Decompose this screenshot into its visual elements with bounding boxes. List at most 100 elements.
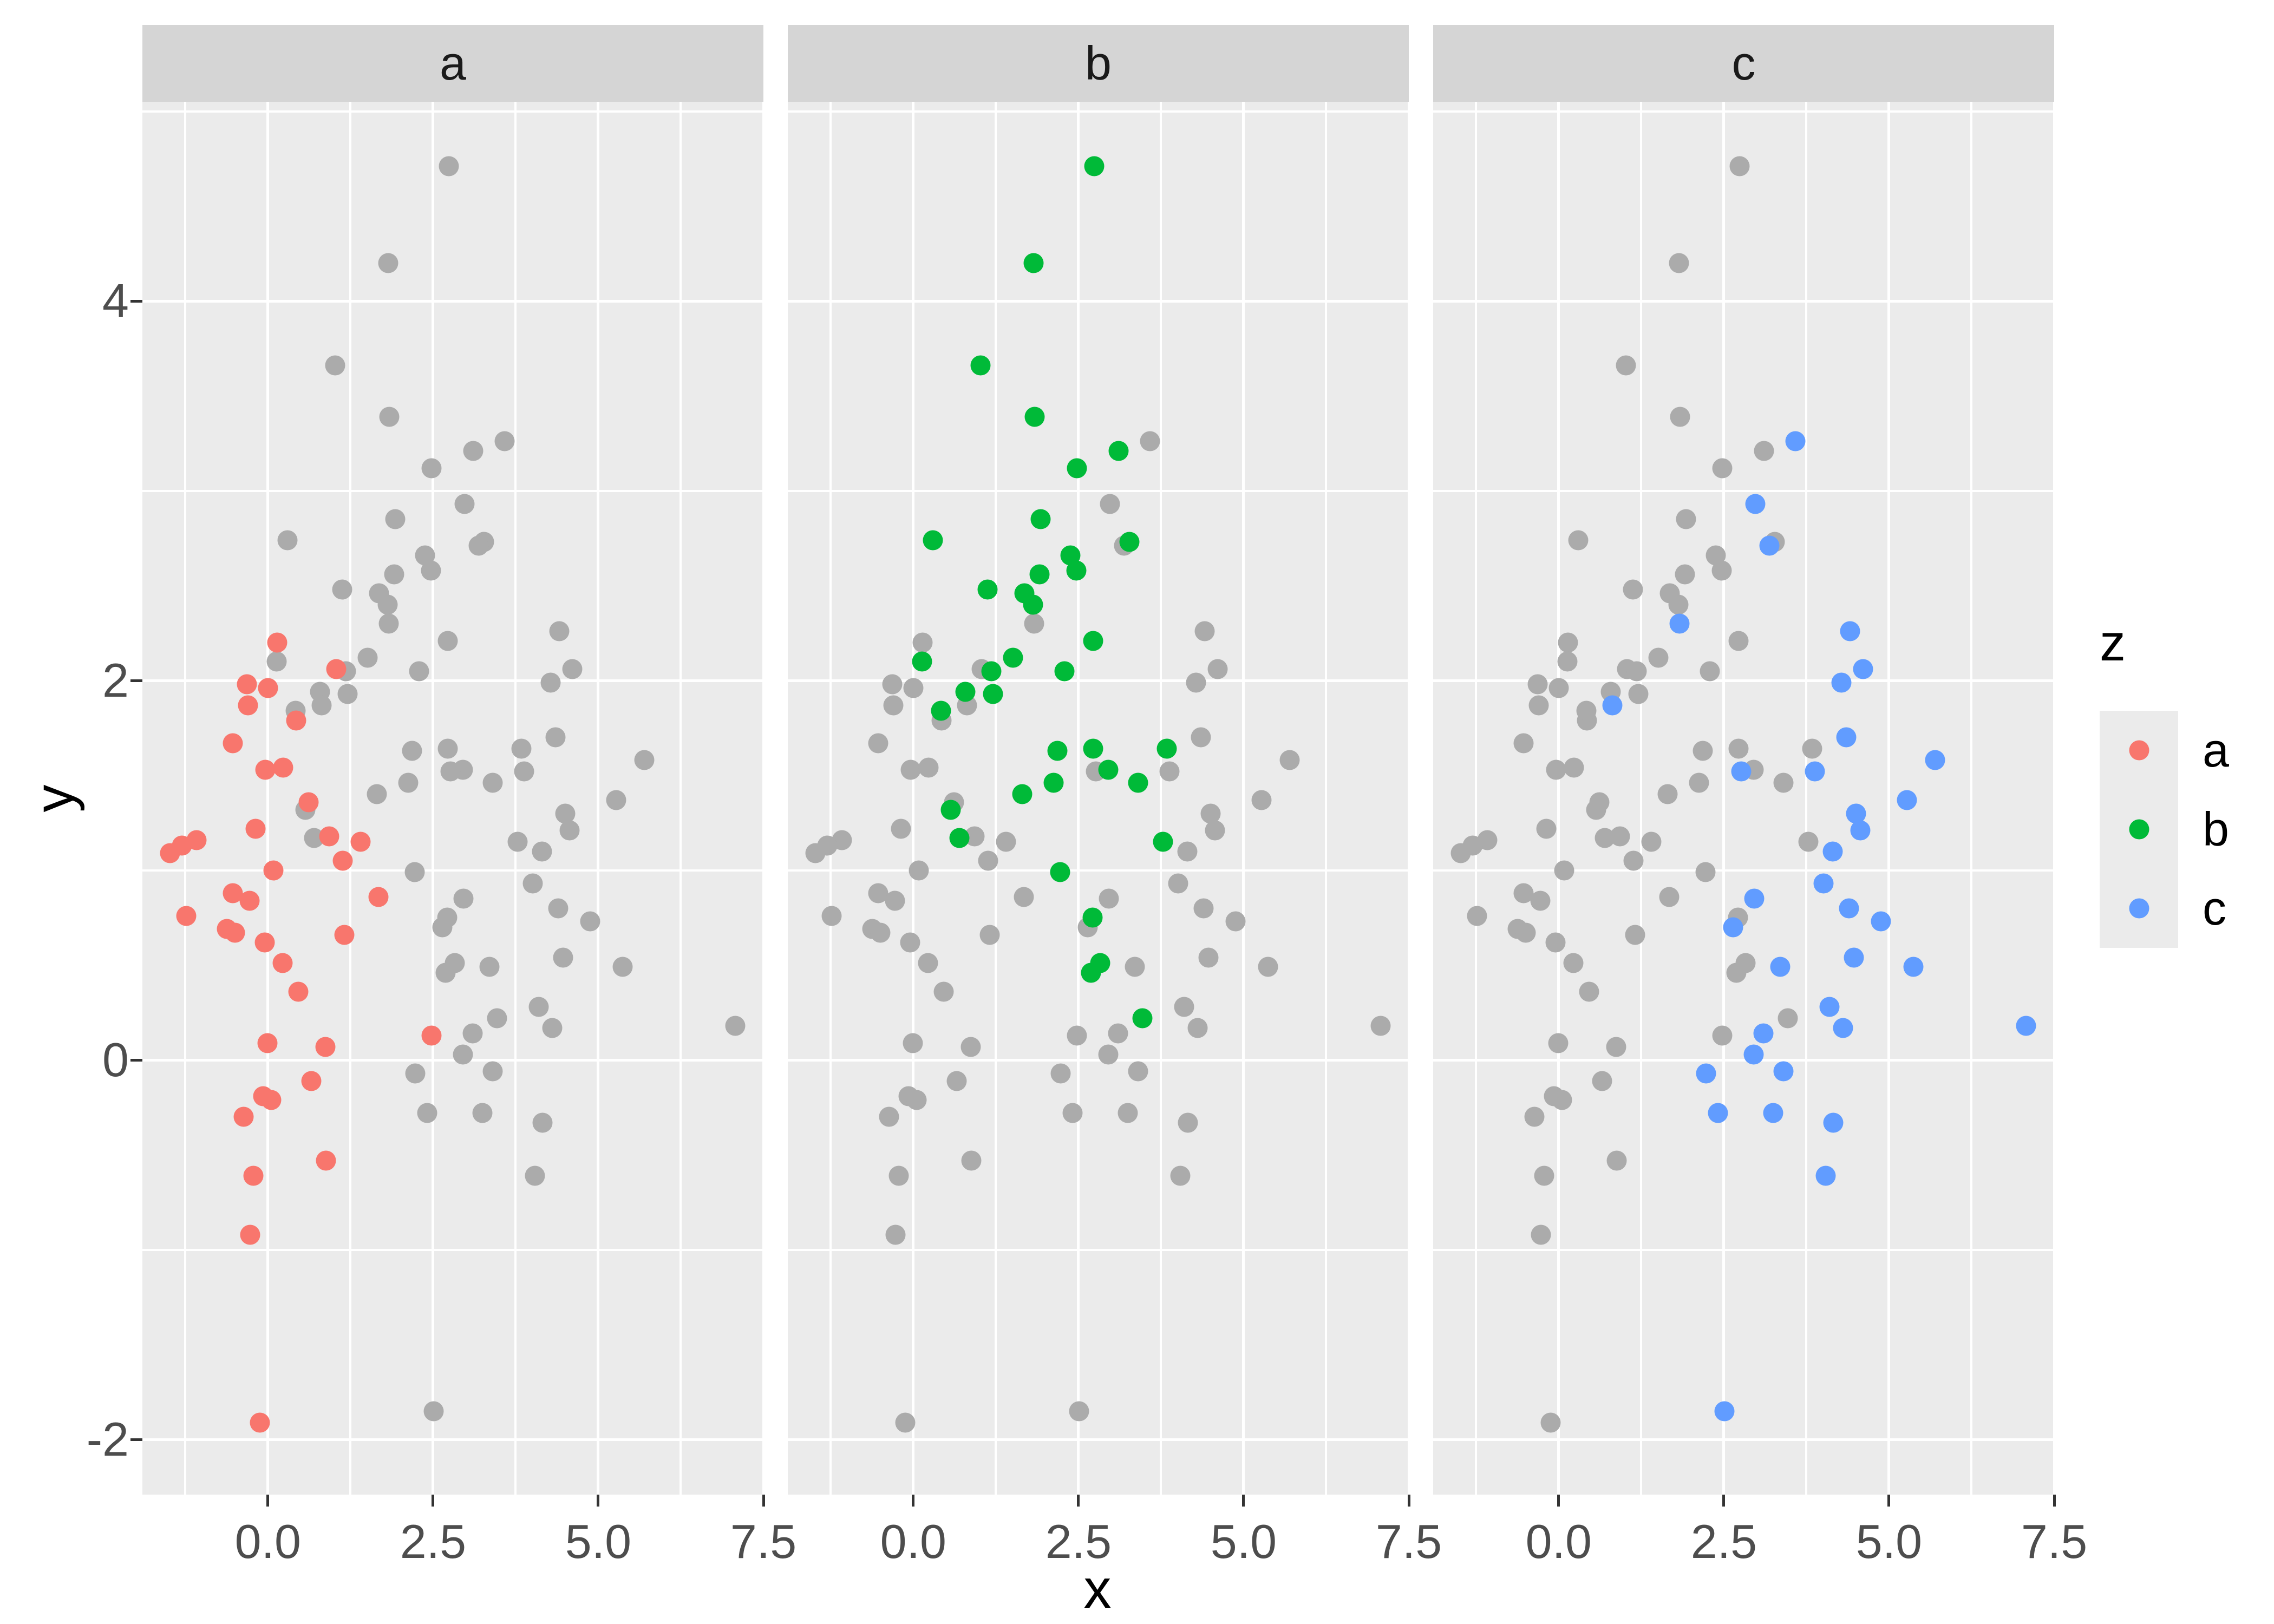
data-point-gray (1554, 860, 1574, 881)
data-point-gray (507, 831, 528, 852)
data-point-a (421, 1025, 442, 1046)
data-point-gray (562, 659, 583, 679)
major-gridline-x (432, 102, 435, 1495)
data-point-gray (532, 841, 552, 862)
legend-key-c (2100, 869, 2178, 948)
minor-gridline-x (184, 102, 187, 1495)
major-gridline-x (1722, 102, 1726, 1495)
data-point-gray (1170, 1165, 1191, 1186)
data-point-gray (1668, 594, 1689, 615)
y-tick-label: -2 (86, 1412, 129, 1466)
data-point-c (1850, 820, 1871, 841)
data-point-a (245, 818, 266, 839)
data-point-gray (1657, 784, 1678, 804)
facet-panel-b (788, 102, 1409, 1495)
data-point-a (319, 826, 339, 847)
minor-gridline-y (1433, 489, 2054, 492)
data-point-gray (1128, 1061, 1148, 1082)
data-point-a (250, 1412, 270, 1433)
data-point-b (1067, 458, 1087, 479)
data-point-gray (725, 1016, 746, 1036)
major-gridline-y (142, 1058, 763, 1062)
major-gridline-x (1887, 102, 1891, 1495)
major-gridline-y (1433, 679, 2054, 682)
data-point-c (1853, 659, 1873, 679)
data-point-gray (1200, 803, 1221, 824)
major-gridline-x (597, 102, 600, 1495)
data-point-gray (454, 494, 475, 514)
data-point-gray (1563, 953, 1584, 973)
data-point-a (326, 659, 347, 679)
data-point-gray (1258, 957, 1278, 977)
data-point-gray (895, 1412, 916, 1433)
data-point-gray (1616, 355, 1636, 376)
data-point-gray (805, 843, 826, 863)
data-point-gray (1198, 947, 1219, 968)
y-tick-label: 0 (102, 1033, 129, 1087)
minor-gridline-y (142, 110, 763, 113)
x-tick-mark (432, 1495, 435, 1507)
data-point-c (1708, 1103, 1728, 1123)
data-point-b (977, 579, 997, 600)
data-point-b (1081, 962, 1101, 983)
data-point-gray (1676, 509, 1696, 529)
data-point-gray (337, 684, 358, 704)
data-point-c (1813, 873, 1834, 894)
data-point-gray (1552, 1090, 1572, 1110)
data-point-gray (1098, 1044, 1119, 1065)
x-tick-mark (1557, 1495, 1560, 1507)
data-point-c (1822, 841, 1843, 862)
minor-gridline-x (679, 102, 682, 1495)
x-tick-mark (266, 1495, 270, 1507)
data-point-gray (580, 911, 600, 932)
minor-gridline-y (1433, 1248, 2054, 1251)
data-point-gray (903, 678, 924, 698)
data-point-c (1753, 1023, 1774, 1044)
data-point-gray (1528, 695, 1549, 716)
data-point-gray (1576, 700, 1597, 721)
data-point-b (981, 661, 1002, 682)
data-point-c (1696, 1063, 1716, 1084)
data-point-gray (1641, 831, 1662, 852)
data-point-gray (1540, 1412, 1561, 1433)
data-point-a (263, 860, 284, 881)
data-point-gray (900, 932, 920, 953)
data-point-gray (404, 862, 425, 882)
data-point-gray (1579, 981, 1599, 1002)
y-tick-mark (130, 1438, 142, 1441)
legend-entry-a: a (2100, 711, 2273, 790)
data-point-c (1815, 1165, 1836, 1186)
x-tick-label: 7.5 (730, 1515, 797, 1568)
data-point-a (254, 932, 275, 953)
data-point-gray (885, 890, 905, 911)
major-gridline-y (1433, 1058, 2054, 1062)
data-point-c (1714, 1401, 1735, 1422)
data-point-c (1844, 947, 1864, 968)
data-point-c (1846, 803, 1866, 824)
x-tick-mark (1887, 1495, 1891, 1507)
data-point-gray (1187, 1018, 1208, 1038)
legend-point-swatch-a (2129, 740, 2149, 761)
x-tick-label: 7.5 (2021, 1515, 2088, 1568)
minor-gridline-y (788, 110, 1409, 113)
minor-gridline-y (1433, 869, 2054, 872)
data-point-gray (1586, 800, 1606, 820)
data-point-gray (1773, 772, 1794, 793)
major-gridline-x (912, 102, 915, 1495)
data-point-gray (1191, 727, 1211, 748)
data-point-a (315, 1037, 336, 1057)
data-point-gray (555, 803, 576, 824)
data-point-gray (821, 906, 842, 926)
data-point-gray (1728, 738, 1749, 759)
data-point-b (1047, 741, 1068, 761)
data-point-gray (879, 1106, 899, 1127)
data-point-a (237, 674, 257, 695)
data-point-gray (1125, 957, 1145, 977)
data-point-gray (885, 1224, 906, 1245)
facet-strip-label-b: b (1085, 36, 1112, 90)
data-point-gray (1802, 738, 1822, 759)
data-point-gray (482, 772, 503, 793)
major-gridline-x (1557, 102, 1560, 1495)
data-point-c (2016, 1016, 2036, 1036)
